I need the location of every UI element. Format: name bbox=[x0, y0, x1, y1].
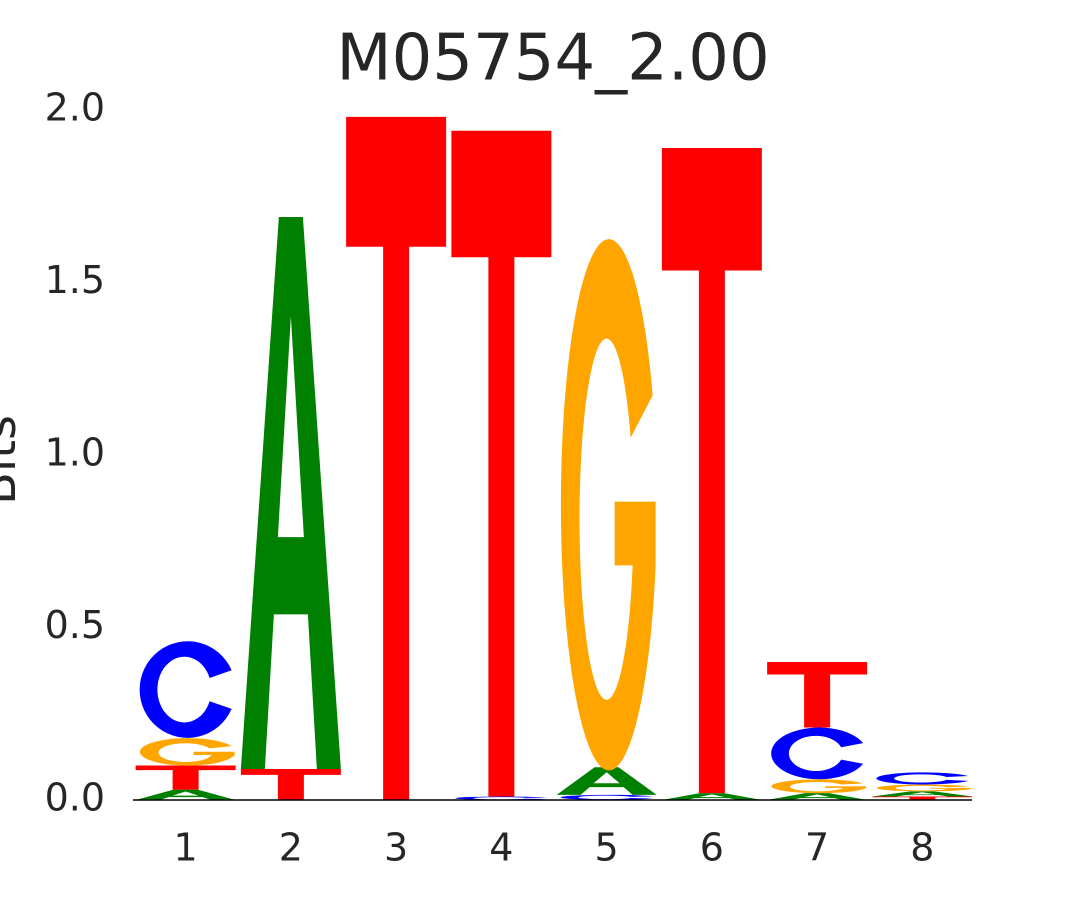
letter-T bbox=[346, 116, 447, 800]
x-tick-label: 8 bbox=[910, 826, 934, 870]
y-axis-label: Bits bbox=[0, 415, 27, 505]
x-tick-label: 6 bbox=[700, 826, 724, 870]
letter-A bbox=[240, 216, 341, 769]
letter-G bbox=[771, 779, 867, 794]
letter-T bbox=[240, 768, 341, 800]
letter-A bbox=[872, 791, 973, 797]
letter-C bbox=[771, 727, 864, 780]
letter-C bbox=[139, 641, 232, 738]
letter-A bbox=[556, 767, 657, 795]
x-tick-label: 5 bbox=[595, 826, 619, 870]
letter-T bbox=[135, 765, 236, 790]
y-tick-label: 0.5 bbox=[45, 603, 105, 647]
letter-G bbox=[560, 239, 656, 771]
letter-C bbox=[560, 794, 653, 800]
letter-T bbox=[872, 796, 973, 800]
y-tick-label: 1.5 bbox=[45, 258, 105, 302]
letter-T bbox=[451, 130, 552, 797]
letter-A bbox=[135, 789, 236, 800]
x-tick-label: 7 bbox=[805, 826, 829, 870]
y-tick-label: 1.0 bbox=[45, 431, 105, 475]
letter-C bbox=[455, 796, 548, 800]
letter-A bbox=[767, 793, 868, 800]
letter-G bbox=[139, 738, 235, 766]
letter-C bbox=[876, 772, 969, 785]
y-tick-label: 2.0 bbox=[45, 86, 105, 130]
letter-A bbox=[661, 793, 762, 800]
letter-T bbox=[661, 147, 762, 794]
letter-G bbox=[876, 784, 972, 792]
x-tick-label: 4 bbox=[489, 826, 513, 870]
x-tick-label: 3 bbox=[384, 826, 408, 870]
chart-title: M05754_2.00 bbox=[336, 22, 769, 96]
x-tick-label: 2 bbox=[279, 826, 303, 870]
letter-T bbox=[767, 662, 868, 728]
x-tick-label: 1 bbox=[174, 826, 198, 870]
y-tick-label: 0.0 bbox=[45, 776, 105, 820]
